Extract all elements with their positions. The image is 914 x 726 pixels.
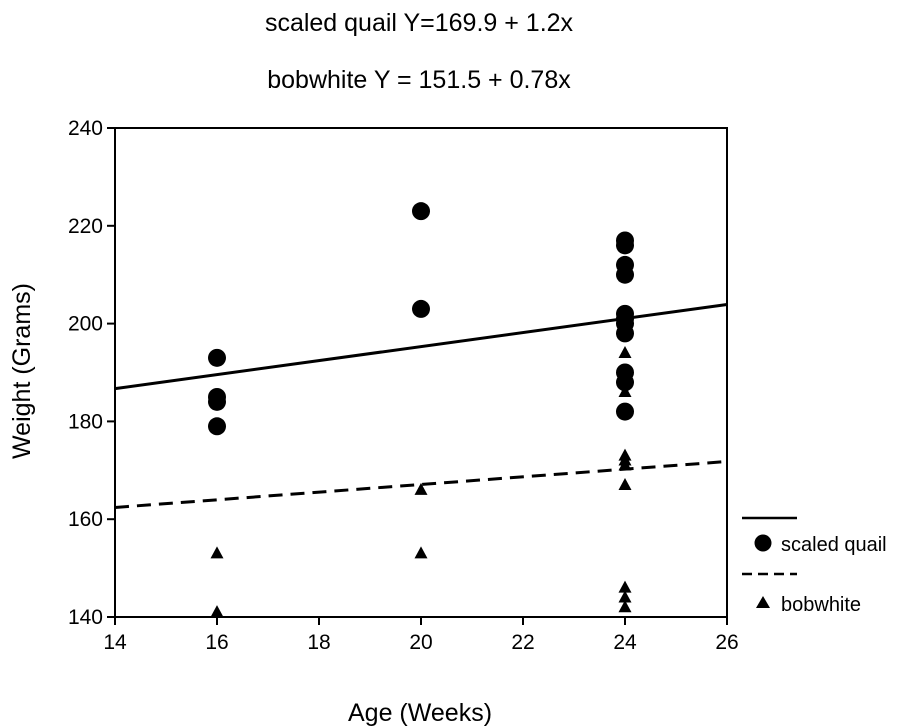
legend-marker-bobwhite	[756, 596, 770, 608]
point-bobwhite-11	[618, 590, 632, 603]
point-bobwhite-3	[414, 546, 428, 559]
point-bobwhite-5	[618, 385, 632, 398]
legend-marker-scaled-quail	[754, 534, 772, 552]
chart-title-line-2: bobwhite Y = 151.5 + 0.78x	[267, 66, 571, 94]
point-scaled-quail-9	[616, 265, 634, 284]
x-tick-label-4: 22	[511, 631, 534, 654]
x-axis-label: Age (Weeks)	[348, 699, 492, 726]
plot-frame	[114, 127, 728, 618]
point-bobwhite-8	[618, 458, 632, 471]
chart-title-line-1: scaled quail Y=169.9 + 1.2x	[265, 9, 574, 37]
point-scaled-quail-3	[208, 417, 226, 436]
y-tick-label-5: 240	[68, 117, 103, 140]
point-bobwhite-0	[210, 546, 224, 559]
x-tick-label-1: 16	[205, 631, 228, 654]
x-tick-label-3: 20	[409, 631, 432, 654]
point-scaled-quail-4	[412, 202, 430, 221]
y-axis-label: Weight (Grams)	[8, 283, 36, 459]
legend: scaled quail bobwhite	[742, 516, 887, 616]
y-tick-label-3: 200	[68, 313, 103, 336]
y-tick-label-4: 220	[68, 215, 103, 238]
point-scaled-quail-7	[616, 236, 634, 255]
plot-area: 14 16 18 20 22 24 26 140 160 180 200 220 240	[68, 117, 739, 654]
x-tick-label-2: 18	[307, 631, 330, 654]
legend-label-bobwhite: bobwhite	[781, 594, 861, 616]
y-tick-label-1: 160	[68, 508, 103, 531]
point-bobwhite-10	[618, 580, 632, 593]
point-scaled-quail-13	[616, 324, 634, 343]
y-tick-label-0: 140	[68, 606, 103, 629]
point-scaled-quail-0	[208, 348, 226, 367]
point-scaled-quail-15	[616, 373, 634, 392]
point-scaled-quail-16	[616, 402, 634, 421]
point-bobwhite-9	[618, 477, 632, 490]
point-scaled-quail-5	[412, 299, 430, 318]
x-tick-label-0: 14	[103, 631, 127, 654]
y-tick-label-2: 180	[68, 410, 103, 433]
point-bobwhite-1	[210, 605, 224, 618]
point-bobwhite-2	[414, 482, 428, 495]
point-bobwhite-4	[618, 345, 632, 358]
x-tick-label-5: 24	[613, 631, 637, 654]
x-tick-label-6: 26	[715, 631, 738, 654]
point-bobwhite-12	[618, 600, 632, 613]
legend-label-scaled-quail: scaled quail	[781, 534, 887, 556]
point-scaled-quail-2	[208, 392, 226, 411]
